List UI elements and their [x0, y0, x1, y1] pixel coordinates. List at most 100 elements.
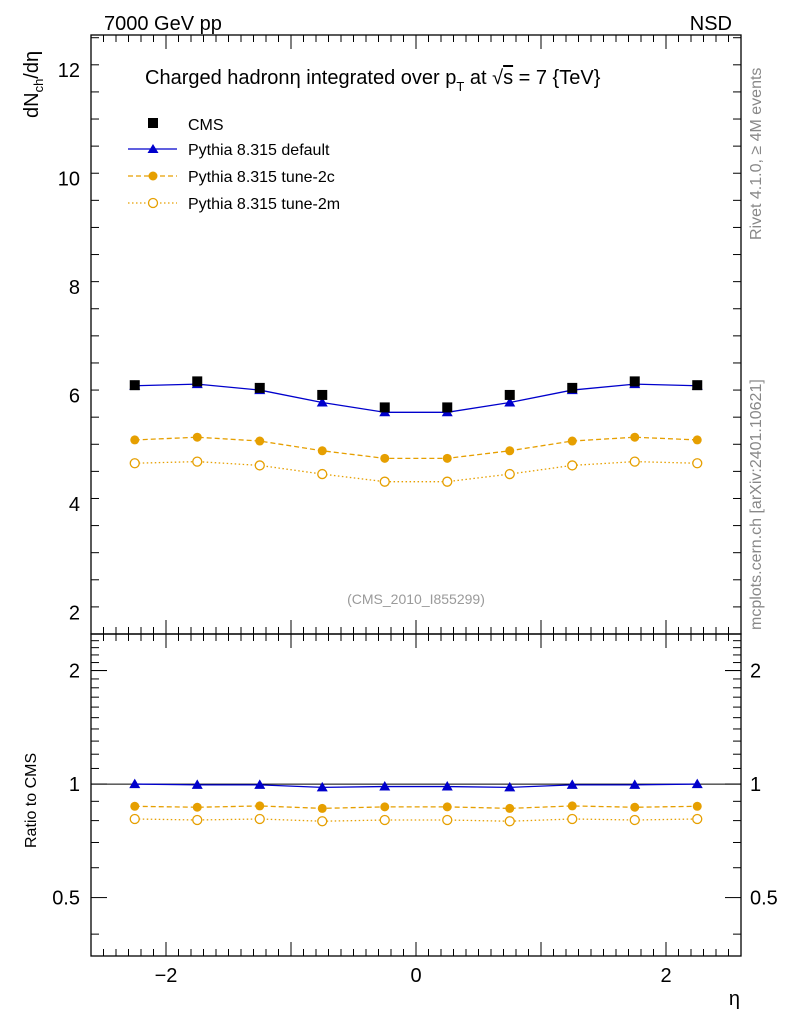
data-point-pythia-8-315-tune-2c	[505, 446, 515, 456]
data-point-cms	[129, 380, 140, 391]
header-left: 7000 GeV pp	[104, 13, 222, 35]
legend-marker-default	[147, 144, 159, 153]
y-tick-label: 6	[69, 385, 80, 407]
data-point-pythia-8-315-tune-2m	[192, 456, 203, 467]
data-point-cms	[567, 382, 578, 393]
data-point-pythia-8-315-tune-2c	[630, 802, 640, 812]
side-label-bottom: mcplots.cern.ch [arXiv:2401.10621]	[748, 379, 765, 630]
data-point-pythia-8-315-tune-2c	[630, 432, 640, 442]
ratio-y-tick-label-right: 2	[750, 661, 761, 683]
data-point-pythia-8-315-tune-2c	[567, 436, 577, 446]
data-point-pythia-8-315-tune-2m	[254, 460, 265, 471]
data-point-cms	[317, 389, 328, 400]
x-tick-label: −2	[155, 965, 178, 987]
data-point-pythia-8-315-tune-2m	[504, 816, 515, 827]
data-point-pythia-8-315-default	[316, 781, 328, 792]
data-point-pythia-8-315-tune-2m	[442, 476, 453, 487]
data-point-pythia-8-315-tune-2c	[255, 801, 265, 811]
data-point-pythia-8-315-tune-2c	[567, 801, 577, 811]
data-point-pythia-8-315-default	[379, 781, 391, 791]
y-tick-label: 2	[69, 602, 80, 624]
data-point-pythia-8-315-default	[504, 781, 516, 792]
data-point-pythia-8-315-default	[129, 778, 141, 789]
ratio-y-tick-label: 0.5	[52, 888, 80, 910]
data-point-cms	[504, 389, 515, 400]
data-point-pythia-8-315-tune-2m	[254, 813, 265, 825]
data-point-pythia-8-315-tune-2m	[692, 813, 703, 825]
series-line-pythia-8-315-tune-2m	[134, 460, 698, 483]
data-point-pythia-8-315-tune-2m	[379, 814, 390, 826]
data-point-pythia-8-315-tune-2m	[129, 458, 140, 469]
data-point-pythia-8-315-default	[191, 779, 203, 789]
data-point-cms	[629, 376, 640, 387]
data-point-pythia-8-315-tune-2c	[130, 801, 140, 811]
x-tick-label: 0	[410, 965, 421, 987]
data-point-cms	[692, 380, 703, 391]
data-point-pythia-8-315-tune-2c	[255, 436, 265, 446]
data-point-pythia-8-315-default	[566, 779, 578, 789]
data-point-pythia-8-315-tune-2c	[442, 802, 452, 812]
data-point-pythia-8-315-default	[254, 779, 266, 789]
ratio-y-tick-label: 2	[69, 661, 80, 683]
data-point-pythia-8-315-tune-2m	[567, 813, 578, 825]
data-point-pythia-8-315-tune-2m	[629, 456, 640, 467]
data-point-pythia-8-315-tune-2m	[629, 814, 640, 826]
y-tick-label: 8	[69, 277, 80, 299]
data-point-pythia-8-315-tune-2m	[317, 816, 328, 827]
analysis-watermark: (CMS_2010_I855299)	[347, 591, 485, 607]
x-axis-title: η	[729, 988, 740, 1010]
header-right: NSD	[690, 13, 732, 35]
data-point-pythia-8-315-tune-2c	[317, 803, 327, 813]
legend-marker-tune2m	[147, 197, 159, 209]
data-point-cms	[192, 376, 203, 387]
data-point-pythia-8-315-tune-2m	[129, 813, 140, 825]
data-point-pythia-8-315-tune-2m	[567, 460, 578, 471]
data-point-pythia-8-315-tune-2c	[692, 435, 702, 445]
data-point-pythia-8-315-default	[441, 781, 453, 791]
data-point-cms	[442, 402, 453, 413]
main-ylabel: dNch/dη	[21, 51, 46, 118]
y-tick-label: 4	[69, 494, 80, 516]
y-tick-label: 10	[58, 169, 80, 191]
data-point-pythia-8-315-default	[691, 778, 703, 789]
data-point-pythia-8-315-tune-2c	[505, 803, 515, 813]
data-point-pythia-8-315-tune-2m	[504, 468, 515, 480]
data-point-cms	[379, 402, 390, 413]
legend-label-cms: CMS	[188, 117, 224, 134]
series-line-pythia-8-315-tune-2m	[134, 818, 698, 822]
legend-marker-tune2c	[148, 171, 158, 181]
data-point-pythia-8-315-tune-2m	[317, 468, 328, 480]
data-point-pythia-8-315-default	[629, 779, 641, 789]
legend-label-default: Pythia 8.315 default	[188, 142, 330, 159]
series-line-pythia-8-315-tune-2c	[134, 805, 698, 810]
data-point-pythia-8-315-tune-2c	[317, 446, 327, 456]
side-label-top: Rivet 4.1.0, ≥ 4M events	[748, 68, 765, 240]
series-line-pythia-8-315-default	[134, 383, 698, 413]
legend-label-tune2m: Pythia 8.315 tune-2m	[188, 196, 340, 213]
legend-label-tune2c: Pythia 8.315 tune-2c	[188, 169, 335, 186]
data-point-pythia-8-315-tune-2m	[379, 476, 390, 487]
ratio-plot-frame	[90, 633, 742, 957]
ratio-y-tick-label-right: 0.5	[750, 888, 778, 910]
data-point-cms	[254, 382, 265, 393]
data-point-pythia-8-315-default	[504, 397, 516, 407]
y-tick-label: 12	[58, 60, 80, 82]
x-tick-label: 2	[660, 965, 671, 987]
data-point-pythia-8-315-tune-2c	[692, 801, 702, 811]
data-point-pythia-8-315-tune-2c	[442, 453, 452, 463]
ratio-y-tick-label: 1	[69, 774, 80, 796]
data-point-pythia-8-315-tune-2m	[192, 814, 203, 826]
ratio-y-tick-label-right: 1	[750, 774, 761, 796]
data-point-pythia-8-315-tune-2c	[380, 802, 390, 812]
data-point-pythia-8-315-tune-2m	[442, 814, 453, 826]
data-point-pythia-8-315-tune-2c	[380, 453, 390, 463]
data-point-pythia-8-315-tune-2c	[192, 432, 202, 442]
data-point-pythia-8-315-tune-2m	[692, 458, 703, 469]
legend: CMS Pythia 8.315 default Pythia 8.315 tu…	[128, 117, 340, 213]
ratio-ylabel: Ratio to CMS	[23, 753, 40, 848]
data-point-pythia-8-315-tune-2c	[192, 802, 202, 812]
series-line-pythia-8-315-tune-2c	[134, 436, 698, 460]
data-point-pythia-8-315-tune-2c	[130, 435, 140, 445]
chart-title: Charged hadronη integrated over pT at √s…	[145, 67, 601, 94]
